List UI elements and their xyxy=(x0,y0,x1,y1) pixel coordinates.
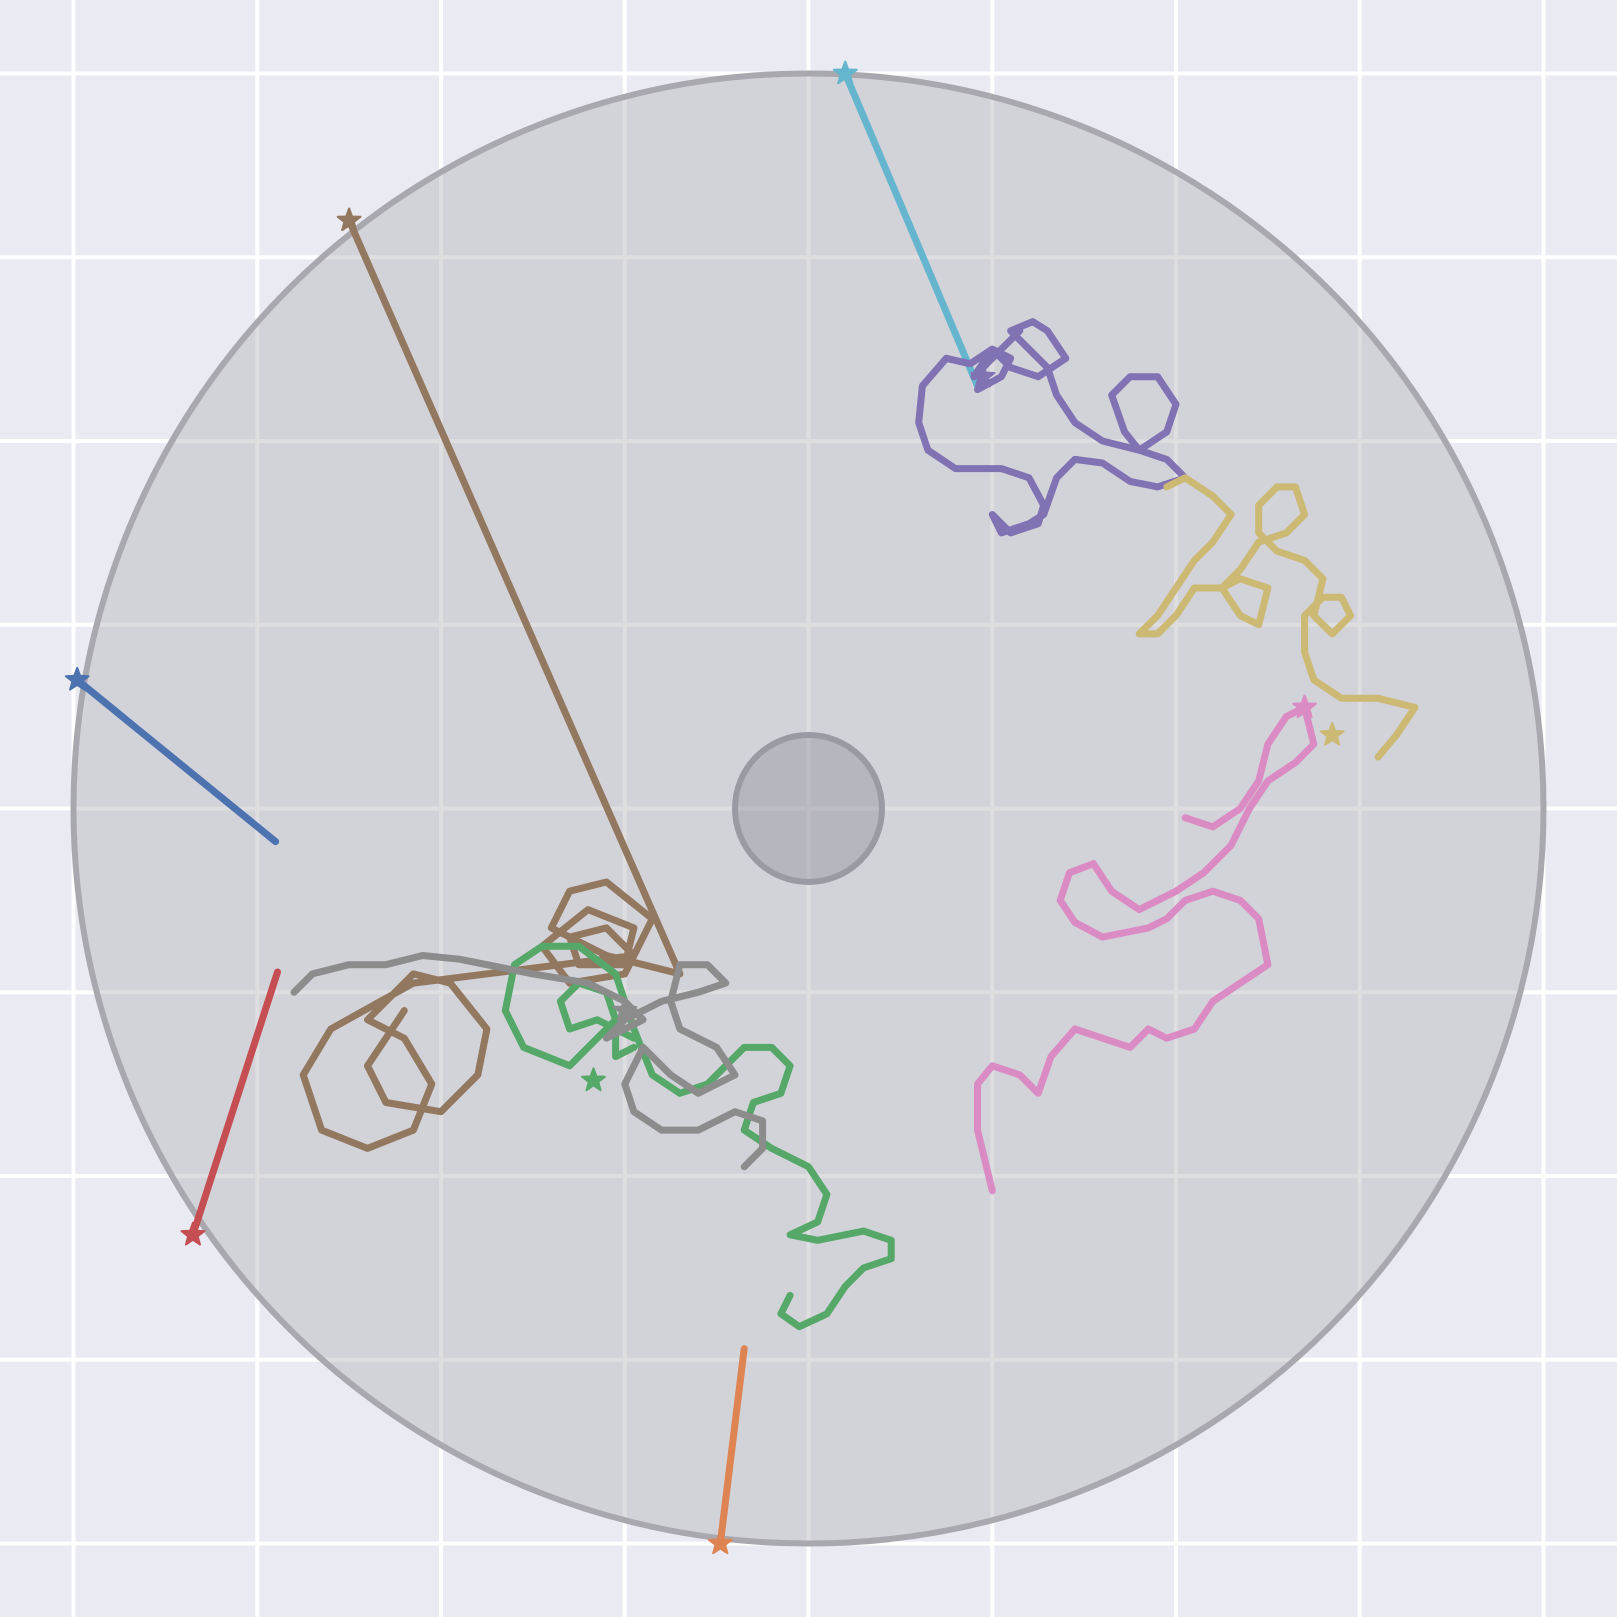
series-9 xyxy=(974,694,1318,1195)
series-4 xyxy=(832,60,981,390)
series-4-start-marker xyxy=(832,60,858,85)
series-6-start-marker xyxy=(581,1067,606,1092)
series-3 xyxy=(180,968,281,1246)
series-10 xyxy=(1135,474,1419,761)
series-1-line xyxy=(73,676,280,846)
series-10-start-marker xyxy=(1319,722,1345,746)
series-9-line xyxy=(974,703,1318,1195)
series-2-start-marker xyxy=(707,1530,733,1555)
series-3-start-marker xyxy=(180,1221,206,1246)
series-8-start-marker xyxy=(970,363,996,388)
series-7 xyxy=(290,952,767,1171)
series-3-line xyxy=(189,968,281,1239)
series-9-start-marker xyxy=(1292,694,1317,719)
series-7-line xyxy=(290,952,767,1171)
series-4-line xyxy=(841,70,981,390)
series-10-line xyxy=(1135,474,1419,761)
series-1 xyxy=(64,666,280,846)
series-2-line xyxy=(716,1345,748,1547)
arena-circle xyxy=(70,70,1547,1547)
series-layer xyxy=(64,60,1419,1555)
series-5-start-marker xyxy=(336,207,362,232)
series-1-start-marker xyxy=(64,666,90,691)
series-2 xyxy=(707,1345,748,1555)
series-7-start-marker xyxy=(612,997,638,1022)
arena xyxy=(70,70,1547,1547)
obstacle-circle xyxy=(732,732,885,885)
